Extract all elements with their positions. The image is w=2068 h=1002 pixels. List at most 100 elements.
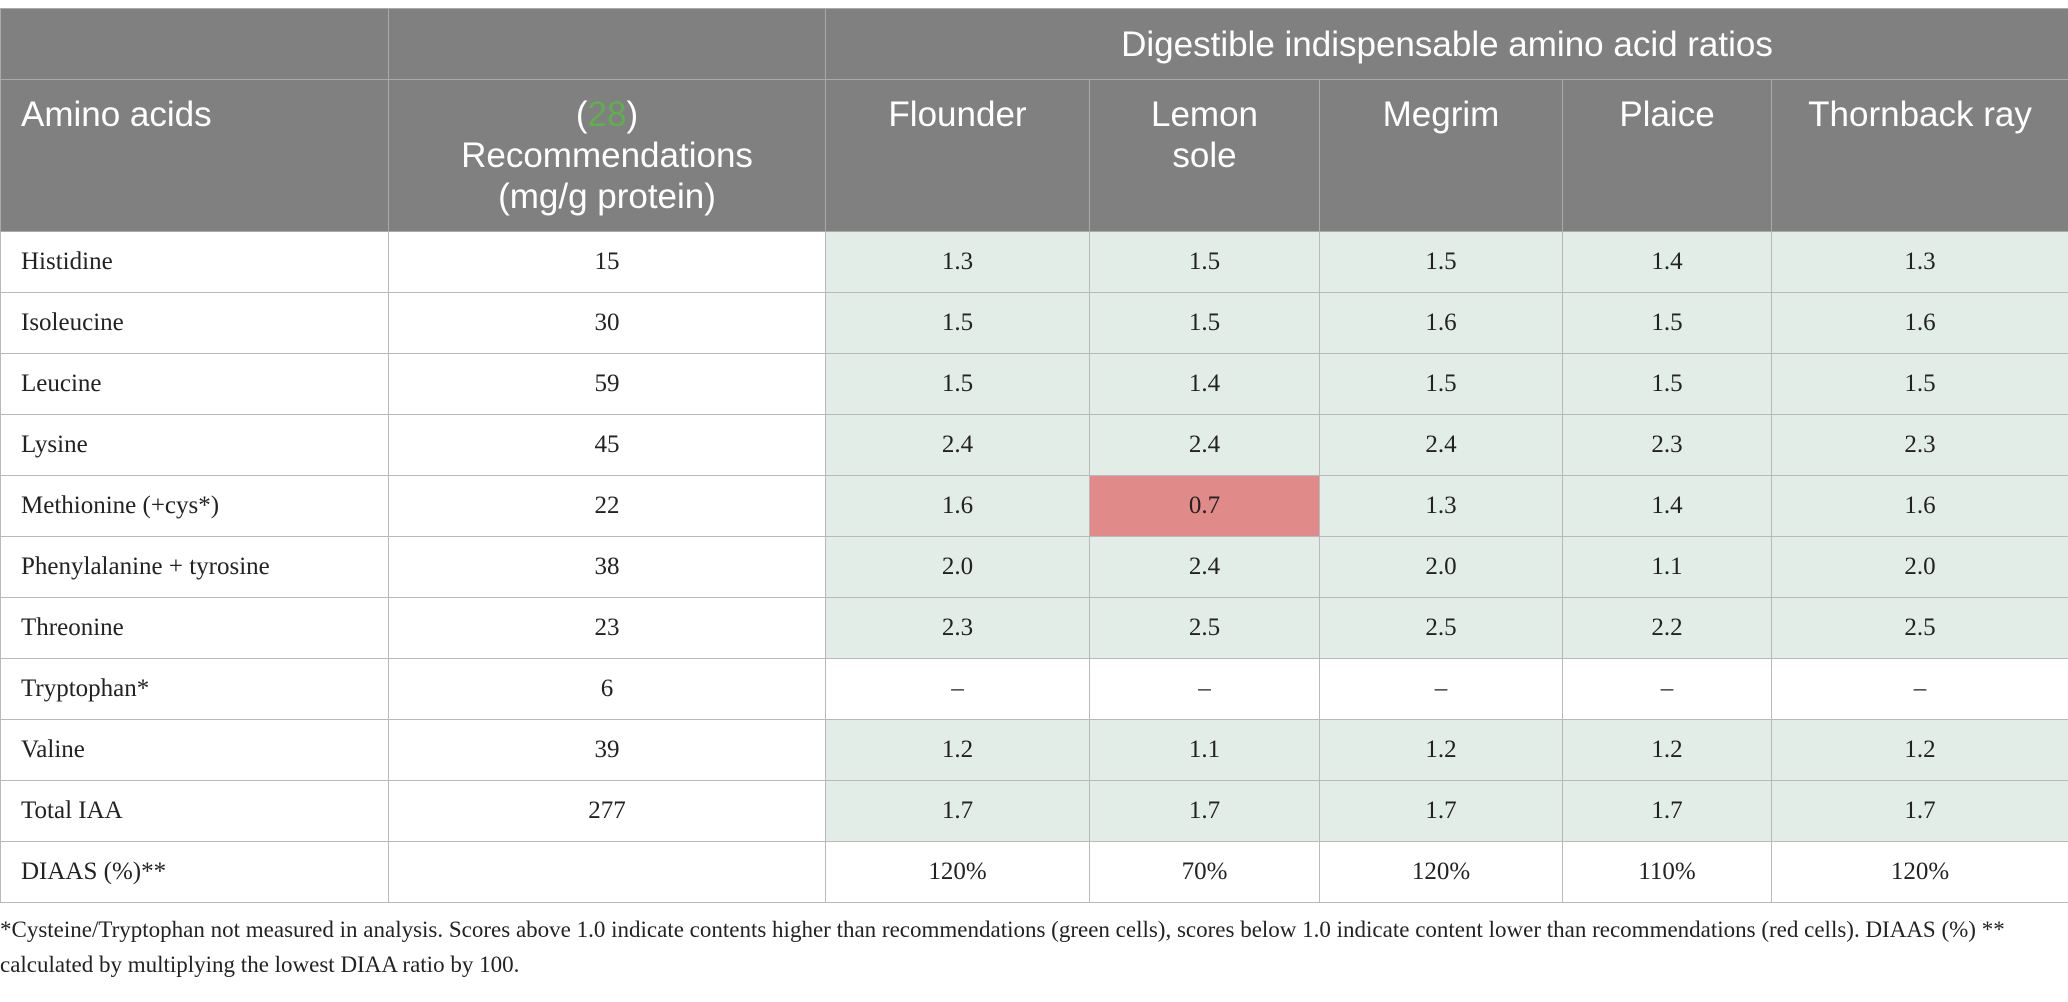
row-label: Threonine [0,597,389,659]
column-header-flounder: Flounder [825,79,1090,232]
ratio-cell: 1.4 [1562,231,1772,293]
ratio-cell: – [1771,658,2068,720]
row-label: Methionine (+cys*) [0,475,389,537]
row-label: Tryptophan* [0,658,389,720]
ratio-cell: 1.2 [825,719,1090,781]
table-row: DIAAS (%)** 120% 70% 120% 110% 120% [0,841,2068,903]
ratio-cell: 1.2 [1771,719,2068,781]
ratio-cell: 2.4 [1089,536,1320,598]
ratio-cell: 2.4 [1089,414,1320,476]
ratio-cell: 120% [1319,841,1563,903]
column-header-megrim: Megrim [1319,79,1563,232]
rec-line-3: (mg/g protein) [498,177,716,216]
row-label: Isoleucine [0,292,389,354]
column-header-plaice: Plaice [1562,79,1772,232]
table-row: Valine 39 1.2 1.1 1.2 1.2 1.2 [0,719,2068,781]
ratio-cell: – [1562,658,1772,720]
recommendation-cell: 39 [388,719,826,781]
ratio-cell: 1.6 [825,475,1090,537]
ratio-cell: 1.3 [1319,475,1563,537]
table-footnote: *Cysteine/Tryptophan not measured in ana… [0,917,2005,977]
table-container: Digestible indispensable amino acid rati… [0,8,2068,903]
ratio-cell: 2.3 [825,597,1090,659]
ratio-cell: 1.5 [825,353,1090,415]
header-empty-1 [0,8,389,80]
header-row-group: Digestible indispensable amino acid rati… [0,8,2068,80]
column-header-lemon-sole: Lemon sole [1089,79,1320,232]
ratio-cell: – [1319,658,1563,720]
ratio-cell: 1.5 [1089,292,1320,354]
ratio-cell: 2.0 [1771,536,2068,598]
ratio-cell: 2.0 [1319,536,1563,598]
recommendation-cell: 45 [388,414,826,476]
ratio-cell: 1.5 [1562,353,1772,415]
recommendation-cell [388,841,826,903]
table-row: Leucine 59 1.5 1.4 1.5 1.5 1.5 [0,353,2068,415]
ratio-cell: 1.4 [1089,353,1320,415]
recommendation-cell: 15 [388,231,826,293]
row-label: Phenylalanine + tyrosine [0,536,389,598]
column-header-recommendations: (28) Recommendations (mg/g protein) [388,79,826,232]
ratio-cell: 0.7 [1089,475,1320,537]
ratio-cell: 2.5 [1771,597,2068,659]
ratio-cell: – [1089,658,1320,720]
ratio-cell: 1.4 [1562,475,1772,537]
ratio-cell: 2.4 [1319,414,1563,476]
table-row: Lysine 45 2.4 2.4 2.4 2.3 2.3 [0,414,2068,476]
ratio-cell: 1.5 [825,292,1090,354]
ratio-cell: 1.1 [1089,719,1320,781]
ratio-cell: 2.2 [1562,597,1772,659]
column-header-amino-acids: Amino acids [0,79,389,232]
group-header-title: Digestible indispensable amino acid rati… [825,8,2068,80]
recommendation-cell: 59 [388,353,826,415]
reference-link[interactable]: 28 [587,95,627,134]
ratio-cell: 1.3 [825,231,1090,293]
ratio-cell: 1.7 [1562,780,1772,842]
ratio-cell: 1.5 [1562,292,1772,354]
ratio-cell: 2.3 [1562,414,1772,476]
recommendation-cell: 277 [388,780,826,842]
ratio-cell: 1.3 [1771,231,2068,293]
ratio-cell: 1.5 [1319,231,1563,293]
table-body: Histidine 15 1.3 1.5 1.5 1.4 1.3 Isoleucine 30 1.… [0,231,2068,903]
ratio-cell: 1.5 [1319,353,1563,415]
ref-open: ( [575,95,588,134]
ratio-cell: 1.5 [1089,231,1320,293]
table-row: Histidine 15 1.3 1.5 1.5 1.4 1.3 [0,231,2068,293]
ratio-cell: 120% [1771,841,2068,903]
ratio-cell: 1.2 [1319,719,1563,781]
table-row: Methionine (+cys*) 22 1.6 0.7 1.3 1.4 1.6 [0,475,2068,537]
row-label: DIAAS (%)** [0,841,389,903]
recommendation-cell: 23 [388,597,826,659]
row-label: Leucine [0,353,389,415]
diaa-ratio-table: Digestible indispensable amino acid rati… [0,8,2068,903]
ratio-cell: 1.6 [1771,292,2068,354]
ratio-cell: 2.5 [1319,597,1563,659]
table-row: Isoleucine 30 1.5 1.5 1.6 1.5 1.6 [0,292,2068,354]
ratio-cell: 2.4 [825,414,1090,476]
row-label: Histidine [0,231,389,293]
recommendation-cell: 6 [388,658,826,720]
ratio-cell: 2.0 [825,536,1090,598]
recommendation-cell: 22 [388,475,826,537]
rec-line-2: Recommendations [461,136,753,175]
table-row: Phenylalanine + tyrosine 38 2.0 2.4 2.0 1.1 2.… [0,536,2068,598]
ratio-cell: – [825,658,1090,720]
column-header-thornback-ray: Thornback ray [1771,79,2068,232]
ratio-cell: 1.7 [825,780,1090,842]
ratio-cell: 1.7 [1089,780,1320,842]
header-empty-2 [388,8,826,80]
ratio-cell: 2.5 [1089,597,1320,659]
ratio-cell: 1.6 [1771,475,2068,537]
ratio-cell: 1.7 [1771,780,2068,842]
ratio-cell: 1.6 [1319,292,1563,354]
ratio-cell: 1.2 [1562,719,1772,781]
ratio-cell: 2.3 [1771,414,2068,476]
row-label: Valine [0,719,389,781]
row-label: Lysine [0,414,389,476]
row-label: Total IAA [0,780,389,842]
ratio-cell: 1.1 [1562,536,1772,598]
ratio-cell: 120% [825,841,1090,903]
ratio-cell: 1.5 [1771,353,2068,415]
ref-close: ) [626,95,639,134]
